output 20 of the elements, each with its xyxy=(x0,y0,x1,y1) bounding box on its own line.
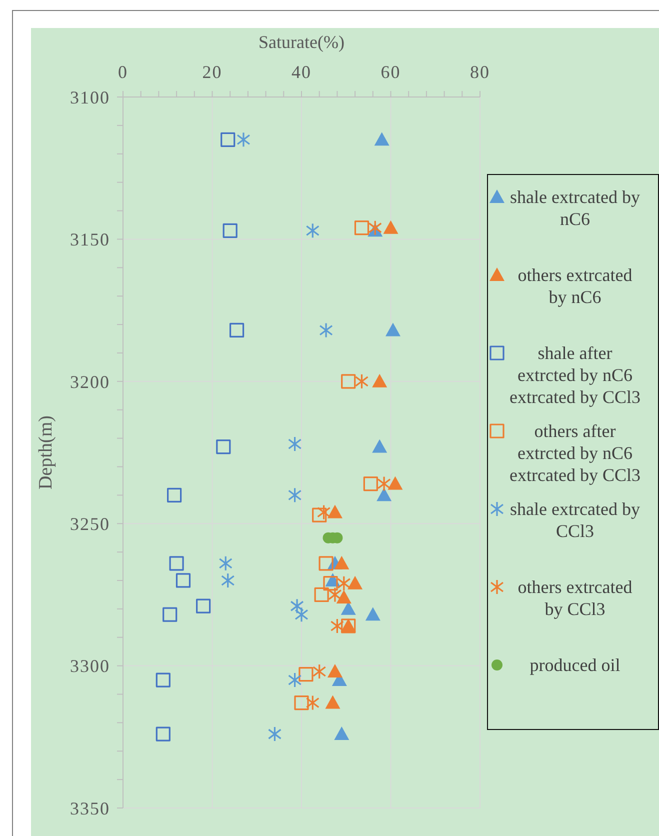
y-tick-label: 3300 xyxy=(70,656,110,676)
legend-label: shale after extrcted by nC6 extrcated by CCl3 xyxy=(508,342,642,408)
x-tick-label: 80 xyxy=(470,62,490,82)
x-tick-label: 0 xyxy=(118,62,128,82)
legend-label: produced oil xyxy=(528,654,622,676)
y-tick-label: 3350 xyxy=(70,798,110,818)
x-tick-label: 40 xyxy=(292,62,312,82)
y-axis-title: Depth(m) xyxy=(36,416,57,490)
x-axis-title: Saturate(%) xyxy=(258,32,344,52)
legend-label: others extrcated by nC6 xyxy=(516,264,634,308)
legend-label: shale extrcated by CCl3 xyxy=(509,498,641,542)
legend-label: others after extrcted by nC6 extrcated by CCl3 xyxy=(508,420,642,486)
legend-label: others extrcated by CCl3 xyxy=(516,576,634,620)
y-tick-label: 3200 xyxy=(70,372,110,392)
y-tick-label: 3150 xyxy=(70,230,110,250)
x-tick-label: 20 xyxy=(202,62,222,82)
y-tick-label: 3100 xyxy=(70,87,110,108)
legend-label: shale extrcated by nC6 xyxy=(509,186,641,230)
x-tick-label: 60 xyxy=(380,62,401,82)
y-tick-label: 3250 xyxy=(70,514,110,534)
